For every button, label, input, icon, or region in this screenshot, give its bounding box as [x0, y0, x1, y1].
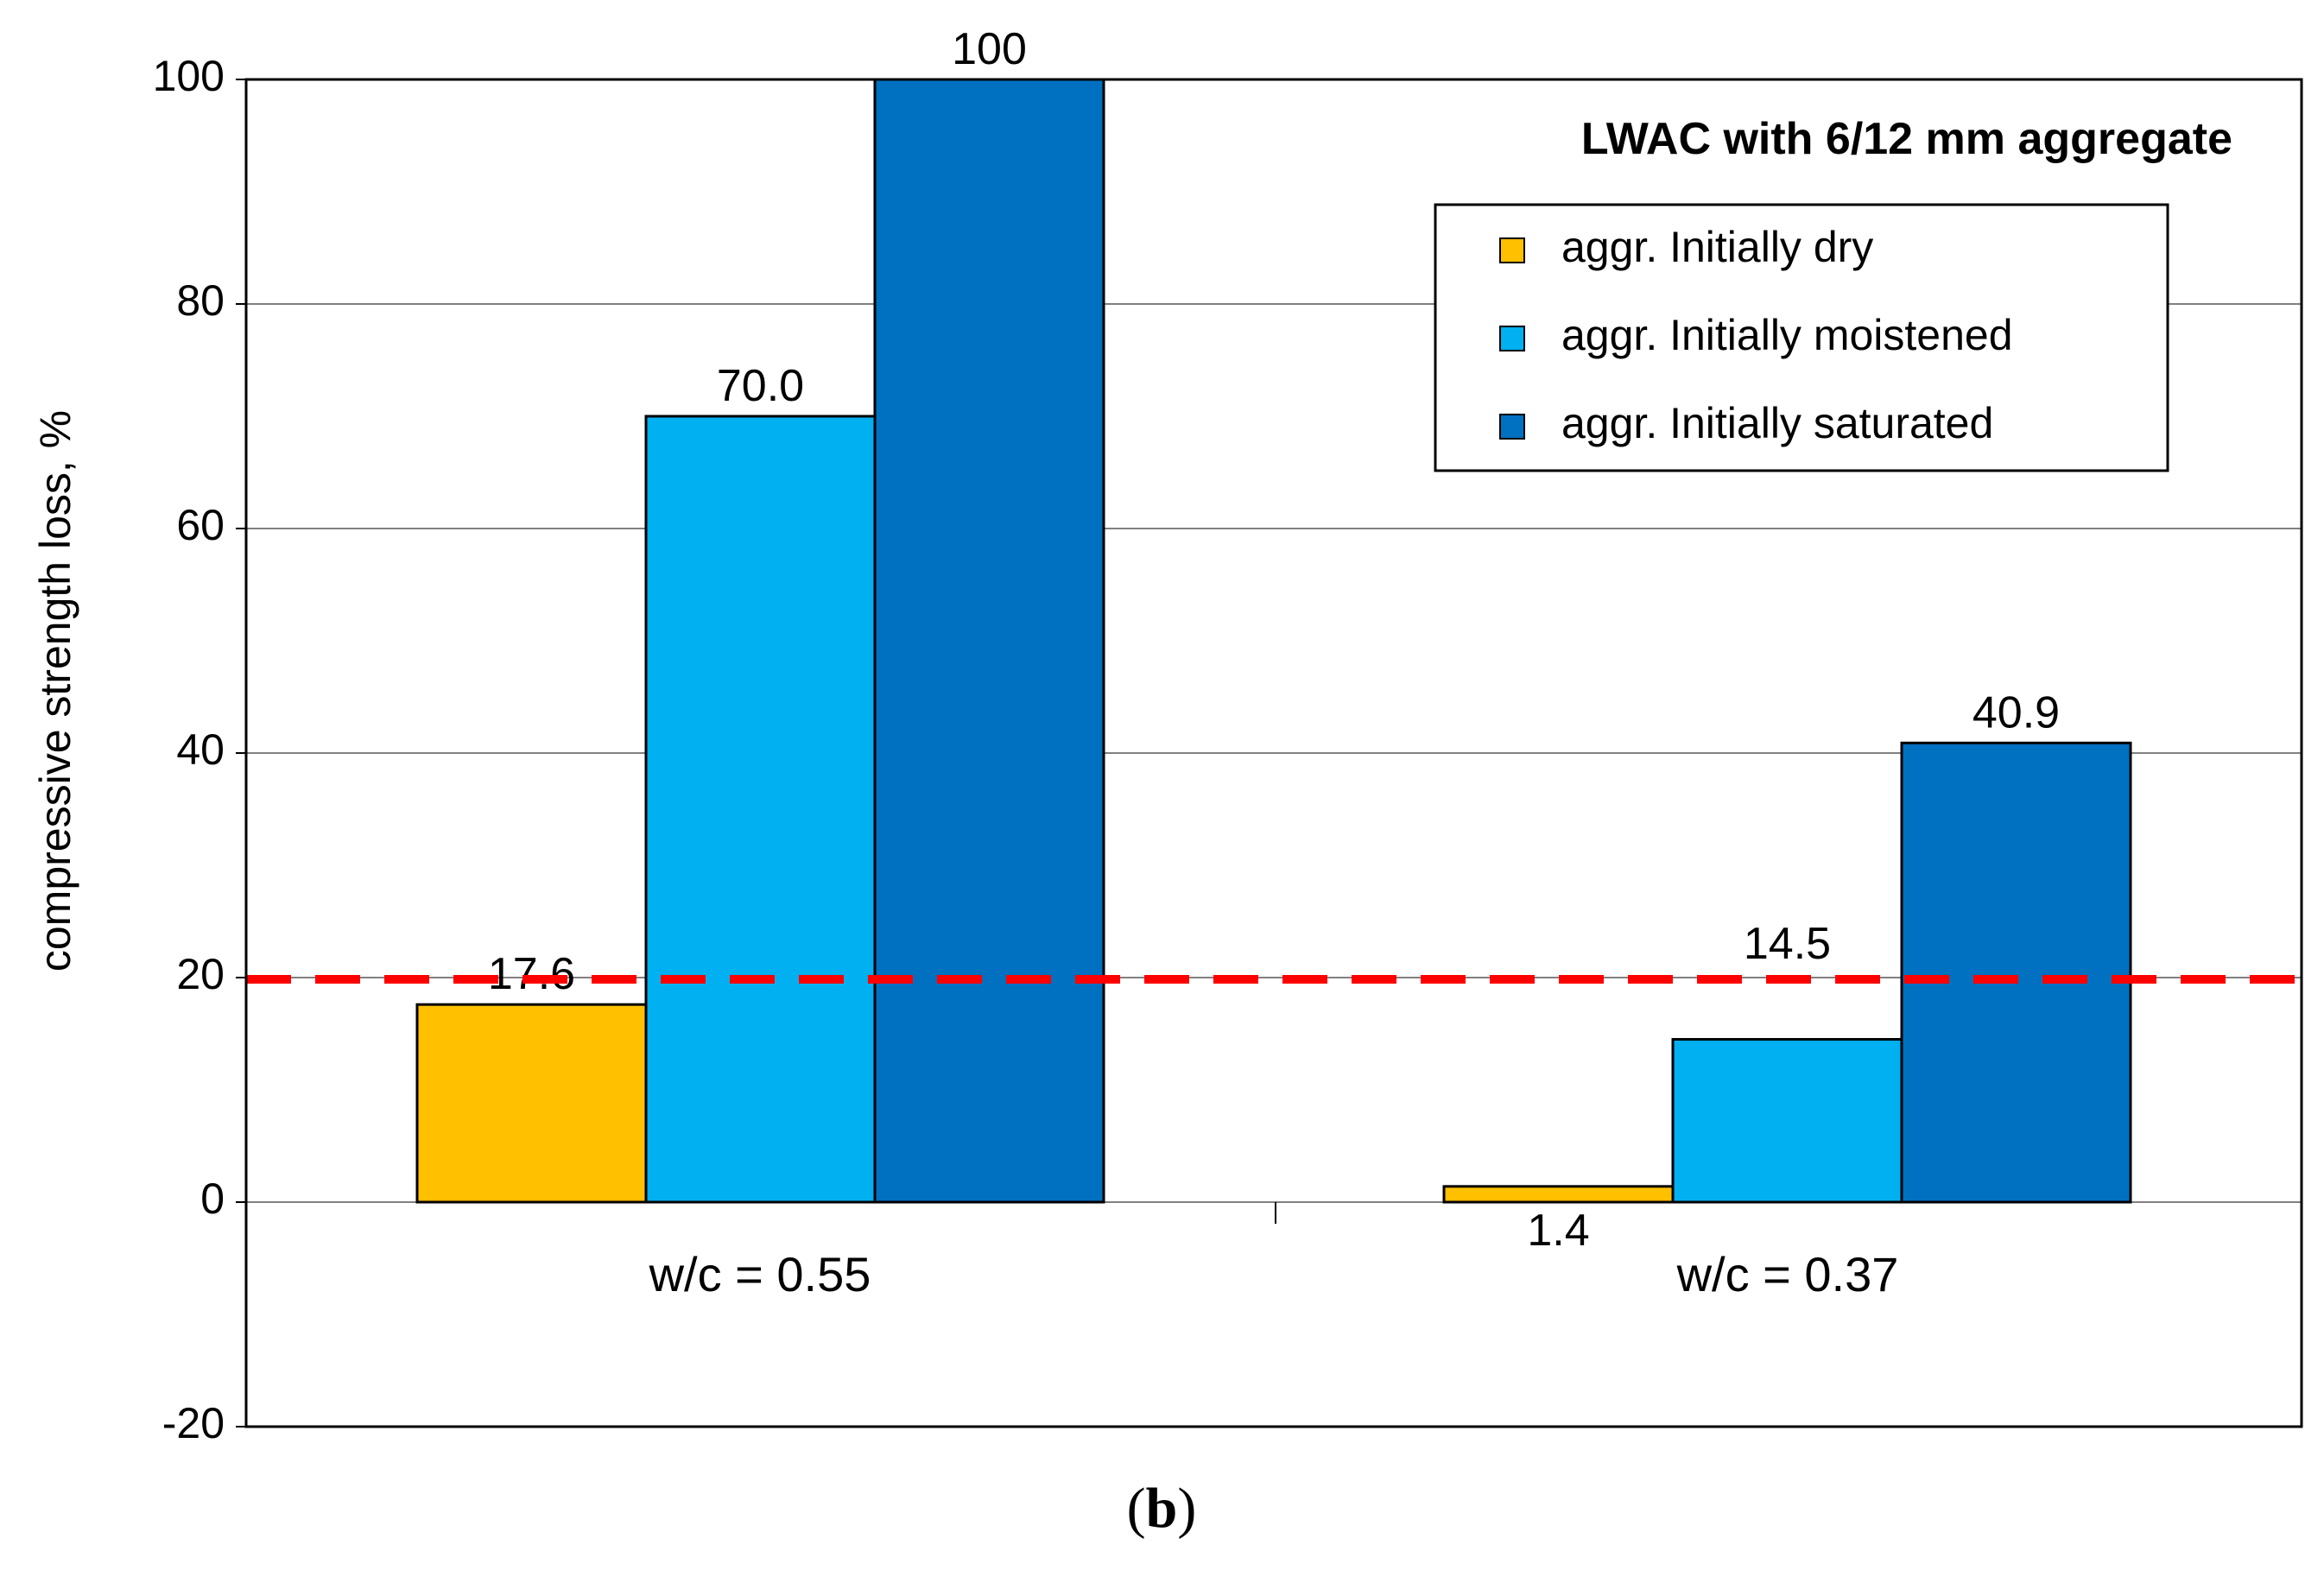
legend-swatch — [1499, 414, 1525, 440]
bar — [873, 78, 1105, 1204]
data-label: 70.0 — [717, 361, 804, 411]
y-tick-label: 80 — [176, 276, 225, 325]
y-tick-label: 60 — [176, 501, 225, 549]
data-labels: 17.6 1.4 70.0 14.5 100 40.9 — [488, 24, 2060, 1256]
y-tick-label: 0 — [200, 1174, 225, 1223]
bar — [1442, 1185, 1675, 1204]
x-category-label: w/c = 0.55 — [649, 1247, 871, 1301]
bar — [644, 415, 877, 1204]
y-tick-label: 40 — [176, 725, 225, 774]
data-label: 100 — [952, 24, 1027, 74]
legend-label: aggr. Initially moistened — [1561, 311, 2013, 359]
caption-open-paren: ( — [1127, 1477, 1146, 1540]
legend-swatch — [1499, 326, 1525, 351]
y-tick-label: 100 — [153, 52, 225, 100]
x-category-label: w/c = 0.37 — [1676, 1247, 1899, 1301]
bars — [415, 78, 2132, 1204]
y-tick-label: 20 — [176, 950, 225, 998]
legend-box — [1434, 203, 2169, 472]
legend-swatch — [1499, 237, 1525, 263]
chart-title: LWAC with 6/12 mm aggregate — [1581, 114, 2232, 164]
x-axis-categories: w/c = 0.55 w/c = 0.37 — [649, 1202, 1899, 1301]
y-tick-label: -20 — [162, 1399, 225, 1447]
data-label: 17.6 — [488, 949, 575, 999]
plot-area-frame — [244, 78, 2303, 1428]
data-label: 40.9 — [1973, 687, 2060, 738]
data-label: 1.4 — [1527, 1206, 1589, 1256]
y-axis-ticks: -20 0 20 40 60 80 100 — [153, 52, 246, 1447]
legend-label: aggr. Initially saturated — [1561, 399, 1993, 447]
y-axis-label: compressive strength loss, % — [31, 410, 79, 972]
legend-items: aggr. Initially dry aggr. Initially moist… — [1499, 223, 2013, 447]
bar — [415, 1003, 648, 1204]
caption-letter: b — [1146, 1477, 1178, 1540]
figure-caption: (b) — [1127, 1477, 1197, 1540]
data-label: 14.5 — [1744, 919, 1831, 969]
bar — [1900, 741, 2132, 1204]
legend-label: aggr. Initially dry — [1561, 223, 1873, 271]
bar — [1671, 1038, 1903, 1204]
legend: aggr. Initially dry aggr. Initially moist… — [1434, 203, 2169, 472]
caption-close-paren: ) — [1177, 1477, 1196, 1540]
